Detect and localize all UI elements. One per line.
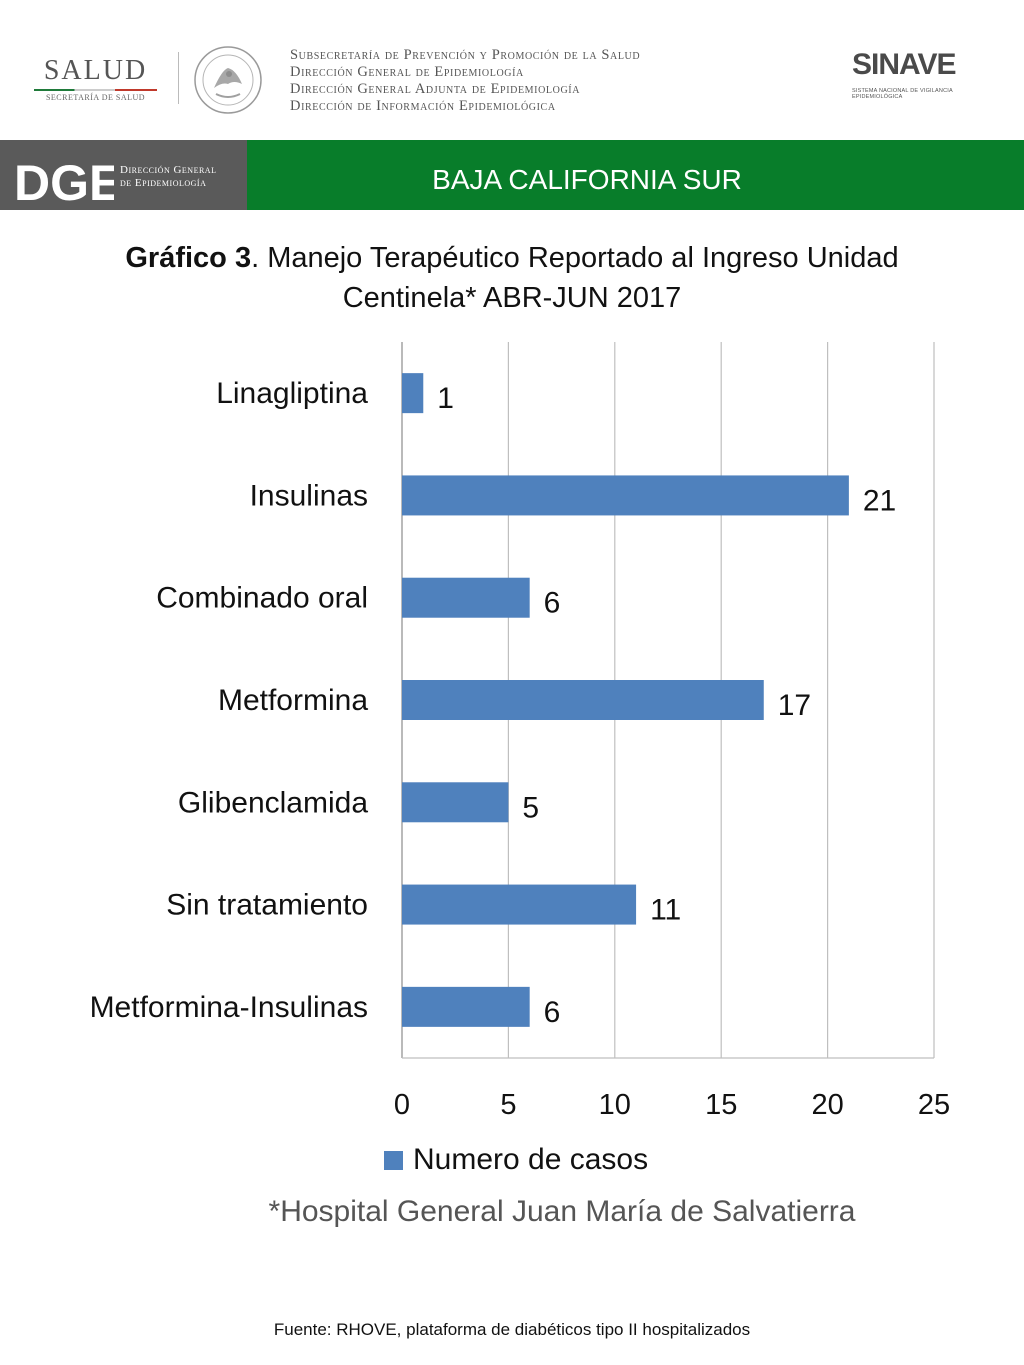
salud-logo-bar <box>34 89 157 91</box>
bar <box>402 782 509 823</box>
salud-logo-word: SALUD <box>43 55 148 86</box>
bar <box>402 884 637 925</box>
data-label: 11 <box>650 894 681 927</box>
chart-title-rest: . Manejo Terapéutico Reportado al Ingres… <box>251 242 899 274</box>
chart-title-line-2: Centinela* ABR-JUN 2017 <box>342 282 682 314</box>
state-title: BAJA CALIFORNIA SUR <box>432 164 742 195</box>
data-label: 6 <box>544 587 561 620</box>
chart-title: Gráfico 3. Manejo Terapéutico Reportado … <box>0 238 1024 318</box>
legend: Numero de casos <box>384 1140 648 1180</box>
data-label: 17 <box>778 689 811 722</box>
sinave-logo: SINAVE SISTEMA NACIONAL DE VIGILANCIA EP… <box>852 48 992 101</box>
category-label: Sin tratamiento <box>166 889 368 922</box>
bar <box>402 577 530 618</box>
category-label: Glibenclamida <box>178 786 368 819</box>
x-tick-label: 5 <box>500 1089 516 1121</box>
dept-line: Dirección General Adjunta de Epidemiolog… <box>290 81 581 97</box>
bar <box>402 373 424 414</box>
data-label: 21 <box>863 484 896 517</box>
x-tick-label: 20 <box>811 1089 843 1121</box>
header: SALUD SECRETARÍA DE SALUD Subsecretaría … <box>0 0 1024 140</box>
title-band: DGE Dirección General de Epidemiología B… <box>0 140 1024 210</box>
x-tick-label: 25 <box>918 1089 950 1121</box>
sinave-logo-sub: SISTEMA NACIONAL DE VIGILANCIA EPIDEMIOL… <box>852 88 953 100</box>
bar <box>402 475 849 516</box>
x-tick-label: 15 <box>705 1089 737 1121</box>
chart-title-bold: Gráfico 3 <box>125 242 252 274</box>
sinave-logo-word: SINAVE <box>852 48 956 81</box>
header-divider <box>178 52 179 104</box>
x-tick-label: 0 <box>394 1089 410 1121</box>
category-label: Insulinas <box>250 479 368 512</box>
dept-line: Subsecretaría de Prevención y Promoción … <box>290 47 641 63</box>
x-tick-label: 10 <box>599 1089 631 1121</box>
data-label: 5 <box>522 791 539 824</box>
national-seal-icon <box>192 44 264 121</box>
bar <box>402 680 764 720</box>
data-label: 6 <box>544 996 561 1029</box>
legend-label: Numero de casos <box>413 1143 649 1176</box>
category-label: Combinado oral <box>156 582 368 615</box>
dept-line: Dirección de Información Epidemiológica <box>290 98 556 114</box>
band-left: DGE Dirección General de Epidemiología <box>0 140 247 210</box>
dge-text-line: de Epidemiología <box>120 177 207 189</box>
source-note: Fuente: RHOVE, plataforma de diabéticos … <box>273 1320 751 1339</box>
band-right <box>247 140 1024 210</box>
salud-logo-sub: SECRETARÍA DE SALUD <box>45 93 146 102</box>
dge-mark-text: DGE <box>14 155 114 204</box>
salud-logo: SALUD SECRETARÍA DE SALUD <box>28 55 163 105</box>
footnote: *Hospital General Juan María de Salvatie… <box>268 1195 856 1228</box>
data-label: 1 <box>437 382 454 415</box>
bar <box>402 986 530 1027</box>
dge-logo-icon: DGE <box>14 155 114 204</box>
category-label: Metformina-Insulinas <box>90 991 368 1024</box>
category-label: Metformina <box>218 684 368 717</box>
dge-text-line: Dirección General <box>120 164 217 176</box>
dept-line: Dirección General de Epidemiología <box>290 64 524 80</box>
bar-chart: Linagliptina 1 Insulinas 21 Combinado oral 6 M… <box>90 342 950 1121</box>
category-label: Linagliptina <box>216 377 368 410</box>
chart-title-line-1: Gráfico 3. Manejo Terapéutico Reportado … <box>0 238 1024 278</box>
dge-text: Dirección General de Epidemiología <box>120 164 216 190</box>
department-lines: Subsecretaría de Prevención y Promoción … <box>290 47 640 115</box>
legend-swatch <box>384 1150 403 1170</box>
